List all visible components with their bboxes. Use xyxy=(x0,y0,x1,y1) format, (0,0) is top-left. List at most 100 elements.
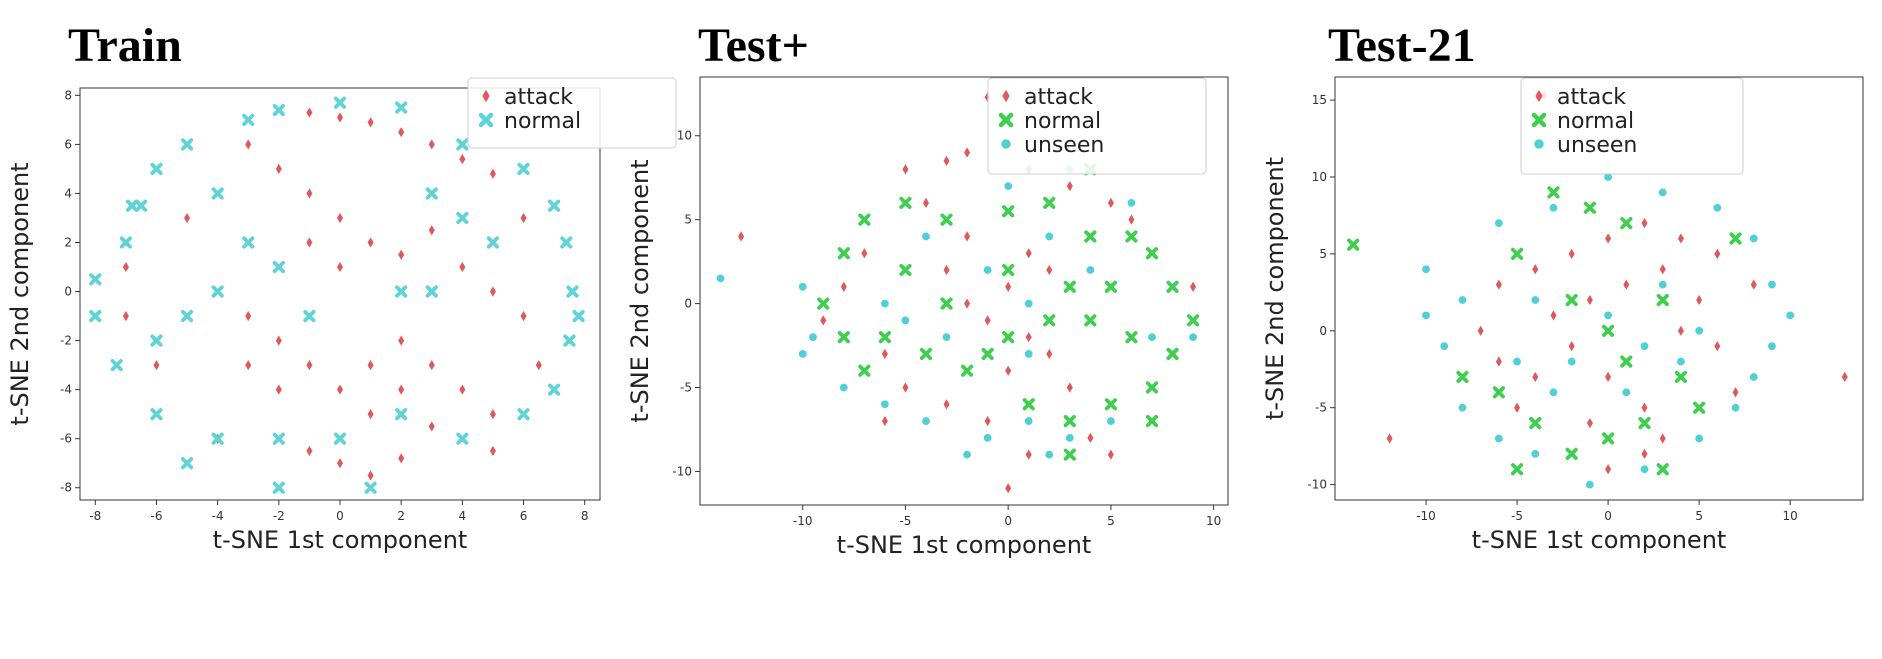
attack-point xyxy=(183,211,191,225)
attack-point xyxy=(305,236,314,249)
x-tick-label: -10 xyxy=(793,514,813,528)
normal-point xyxy=(940,213,953,226)
x-tick-label: 2 xyxy=(397,509,405,523)
normal-point xyxy=(1002,205,1015,218)
normal-point xyxy=(395,101,408,114)
x-tick-label: 5 xyxy=(1695,509,1703,523)
unseen-point xyxy=(1567,357,1577,367)
x-tick-label: 8 xyxy=(581,509,589,523)
x-tick-label: 4 xyxy=(459,509,467,523)
normal-point xyxy=(1063,280,1076,293)
series-unseen xyxy=(716,164,1198,460)
attack-point xyxy=(1107,196,1115,210)
panel-title: Test+ xyxy=(698,19,809,72)
normal-point xyxy=(395,285,408,298)
legend-marker-attack xyxy=(481,88,491,104)
attack-point xyxy=(1385,432,1394,445)
attack-point xyxy=(1476,324,1485,338)
normal-point xyxy=(150,162,163,176)
normal-point xyxy=(940,297,953,310)
unseen-point xyxy=(1147,332,1157,342)
attack-point xyxy=(1567,339,1576,353)
attack-point xyxy=(1066,179,1074,193)
x-axis-label: t-SNE 1st component xyxy=(213,526,468,554)
attack-point xyxy=(122,309,130,323)
normal-point xyxy=(1145,381,1159,394)
legend-box xyxy=(1520,77,1744,175)
normal-point xyxy=(517,162,530,176)
attack-point xyxy=(275,334,283,347)
normal-point xyxy=(456,211,469,225)
unseen-point xyxy=(1457,403,1467,413)
y-axis-label: t-SNE 2nd component xyxy=(1261,157,1289,420)
series-attack xyxy=(737,90,1197,495)
unseen-point xyxy=(1188,332,1198,342)
attack-point xyxy=(244,138,252,151)
unseen-point xyxy=(1065,433,1075,443)
panel-train: -8 -6 -4 -2 0 2 4 6 8 -8 -6 -4 -2 0 2 4 6 8 t-SNE 1st comp… xyxy=(0,0,677,659)
attack-point xyxy=(305,358,314,372)
normal-point xyxy=(878,331,891,344)
normal-point xyxy=(899,196,912,209)
normal-point xyxy=(1104,398,1117,411)
attack-point xyxy=(1025,330,1033,344)
unseen-point xyxy=(1640,464,1650,474)
attack-point xyxy=(1495,278,1503,291)
unseen-point xyxy=(900,315,910,325)
legend-label-unseen: unseen xyxy=(1024,133,1104,158)
normal-point xyxy=(1620,217,1633,230)
attack-point xyxy=(122,260,130,274)
attack-point xyxy=(397,248,405,262)
attack-point xyxy=(428,420,436,433)
attack-point xyxy=(1495,355,1503,368)
normal-point xyxy=(456,432,469,445)
unseen-point xyxy=(1749,372,1759,382)
unseen-point xyxy=(1603,310,1613,320)
normal-point xyxy=(425,187,438,200)
normal-point xyxy=(899,263,912,277)
attack-point xyxy=(1066,381,1074,394)
attack-point xyxy=(1025,246,1033,260)
legend-marker-unseen xyxy=(1000,138,1012,150)
y-tick-label: 0 xyxy=(1319,324,1327,338)
unseen-point xyxy=(1457,295,1467,305)
normal-point xyxy=(837,331,850,344)
normal-point xyxy=(981,347,994,361)
normal-point xyxy=(180,457,194,470)
attack-point xyxy=(397,334,405,347)
series-attack xyxy=(1385,89,1849,476)
series-unseen xyxy=(1421,172,1795,490)
normal-point xyxy=(1084,314,1097,327)
normal-point xyxy=(119,236,132,249)
attack-point xyxy=(336,260,344,274)
normal-point xyxy=(1638,417,1651,430)
attack-point xyxy=(1549,309,1558,322)
normal-point xyxy=(1002,331,1015,344)
legend-label-attack: attack xyxy=(504,85,573,110)
attack-point xyxy=(275,383,283,396)
normal-point xyxy=(364,481,377,494)
attack-point xyxy=(1713,247,1722,261)
unseen-point xyxy=(921,231,931,241)
attack-point xyxy=(1004,280,1012,294)
unseen-point xyxy=(942,332,952,342)
attack-point xyxy=(922,196,930,210)
attack-point xyxy=(1045,263,1053,277)
unseen-point xyxy=(1658,187,1668,197)
attack-point xyxy=(489,444,497,458)
attack-point xyxy=(1604,232,1612,245)
normal-point xyxy=(1547,186,1560,199)
unseen-point xyxy=(808,332,818,342)
legend-marker-attack xyxy=(1001,88,1011,104)
normal-point xyxy=(486,236,500,249)
unseen-point xyxy=(921,416,931,426)
normal-point xyxy=(1602,324,1615,337)
attack-point xyxy=(942,263,951,277)
attack-point xyxy=(1640,447,1649,461)
normal-point xyxy=(303,309,316,323)
unseen-point xyxy=(1512,357,1522,367)
attack-point xyxy=(840,280,848,294)
legend-marker-normal xyxy=(1531,112,1547,128)
unseen-point xyxy=(983,433,993,443)
attack-point xyxy=(366,469,375,482)
